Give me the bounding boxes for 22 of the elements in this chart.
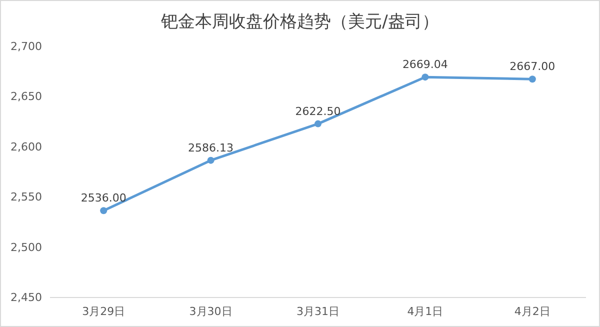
data-label: 2586.13 xyxy=(188,141,234,154)
point xyxy=(100,207,108,214)
point xyxy=(528,76,536,83)
y-tick-label: 2,550 xyxy=(10,190,42,204)
data-label: 2622.50 xyxy=(295,104,341,118)
y-tick-label: 2,600 xyxy=(10,140,42,154)
x-tick-label: 3月31日 xyxy=(296,305,340,318)
data-label: 2667.00 xyxy=(510,60,556,74)
y-tick-label: 2,450 xyxy=(10,291,42,304)
point xyxy=(207,156,214,164)
x-tick-label: 4月1日 xyxy=(407,305,444,318)
y-tick-label: 2,500 xyxy=(10,240,42,254)
x-tick-label: 3月29日 xyxy=(82,305,126,318)
data-label: 2536.00 xyxy=(80,192,126,205)
chart-title: 钯金本周收盘价格趋势（美元/盎司） xyxy=(160,12,439,32)
y-tick-label: 2,700 xyxy=(10,40,42,53)
x-tick-label: 3月30日 xyxy=(189,305,232,318)
point xyxy=(314,120,322,128)
point xyxy=(422,74,429,81)
x-tick-label: 4月2日 xyxy=(514,305,550,318)
y-tick-label: 2,650 xyxy=(10,90,42,104)
data-label: 2669.04 xyxy=(402,58,448,72)
